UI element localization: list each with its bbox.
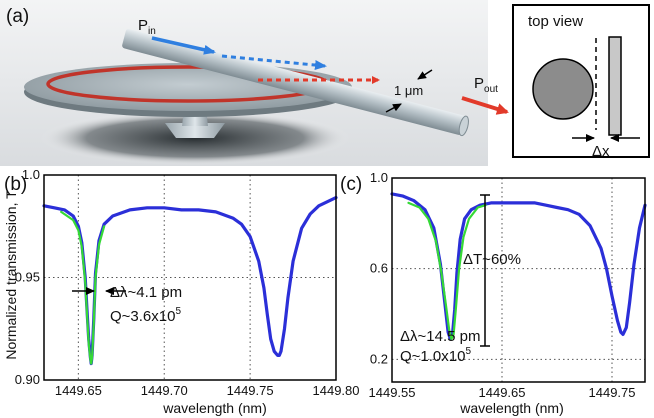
top-view-title: top view — [528, 13, 583, 30]
p-in-label: Pin — [138, 17, 156, 37]
chart-c-delta-t-label: ΔT~60% — [463, 251, 521, 268]
x-tick-label: 1449.65 — [55, 383, 102, 398]
x-tick-label: 1449.65 — [479, 385, 526, 400]
chart-b-xlabel: wavelength (nm) — [162, 400, 267, 416]
diameter-arrow-top — [417, 69, 433, 80]
diameter-arrow-bottom — [385, 103, 402, 113]
fiber-body — [122, 28, 466, 135]
coupled-light-blue — [221, 54, 327, 71]
chart-b-q-label: Q~3.6x105 — [110, 306, 181, 325]
lorentzian-fit-line — [60, 210, 106, 365]
x-tick-label: 1449.75 — [589, 385, 636, 400]
thickness-label: 1 μm — [394, 83, 423, 98]
x-tick-label: 1449.80 — [313, 383, 360, 398]
chart-c-ticks: 1449.55 1449.65 1449.75 0.2 0.6 1.0 — [369, 170, 636, 400]
chart-c: (c) 1449.55 1449.65 1449.75 0.2 0.6 1.0 wavel… — [340, 170, 647, 416]
chart-c-frame — [391, 177, 646, 383]
output-light-arrow — [461, 96, 509, 115]
y-tick-label: 0.90 — [15, 372, 40, 387]
panel-b-label: (b) — [4, 174, 27, 195]
lorentzian-fit-line — [407, 201, 487, 340]
chart-b-series — [42, 196, 338, 366]
chart-b-frame — [43, 174, 337, 381]
chart-b-ylabel: Normalized transmission, T — [3, 190, 19, 360]
chart-c-q-label: Q~1.0x105 — [400, 346, 471, 365]
tapered-fiber — [122, 28, 469, 137]
y-tick-label: 1.0 — [370, 170, 388, 185]
panel-a: (a) Pin Pout 1 μm — [0, 0, 509, 166]
fiber-top-view — [608, 36, 622, 136]
x-tick-label: 1449.75 — [227, 383, 274, 398]
chart-c-series — [390, 192, 647, 341]
fiber-end — [458, 115, 469, 137]
chart-b-ticks: 1449.65 1449.70 1449.75 1449.80 0.90 0.95 1.0 — [15, 167, 360, 398]
x-tick-label: 1449.55 — [369, 385, 416, 400]
chart-c-linewidth-label: Δλ~14.5 pm — [400, 328, 480, 345]
chart-b-linewidth-label: Δλ~4.1 pm — [110, 284, 182, 301]
x-tick-label: 1449.70 — [141, 383, 188, 398]
panel-a-label: (a) — [6, 6, 29, 27]
top-view-inset: top view Δx — [512, 4, 650, 160]
y-tick-label: 1.0 — [22, 167, 40, 182]
chart-c-xlabel: wavelength (nm) — [459, 400, 564, 416]
y-tick-label: 0.2 — [370, 351, 388, 366]
y-tick-label: 0.6 — [370, 261, 388, 276]
input-light-arrow — [151, 36, 216, 55]
disk-top-view — [532, 58, 594, 120]
panel-c-label: (c) — [340, 174, 362, 195]
y-tick-label: 0.95 — [15, 270, 40, 285]
p-out-label: Pout — [474, 75, 498, 95]
delta-x-label: Δx — [592, 143, 610, 160]
chart-b: (b) Normalized transmission, T 1449.65 14… — [3, 167, 360, 416]
pedestal-base — [165, 123, 225, 138]
